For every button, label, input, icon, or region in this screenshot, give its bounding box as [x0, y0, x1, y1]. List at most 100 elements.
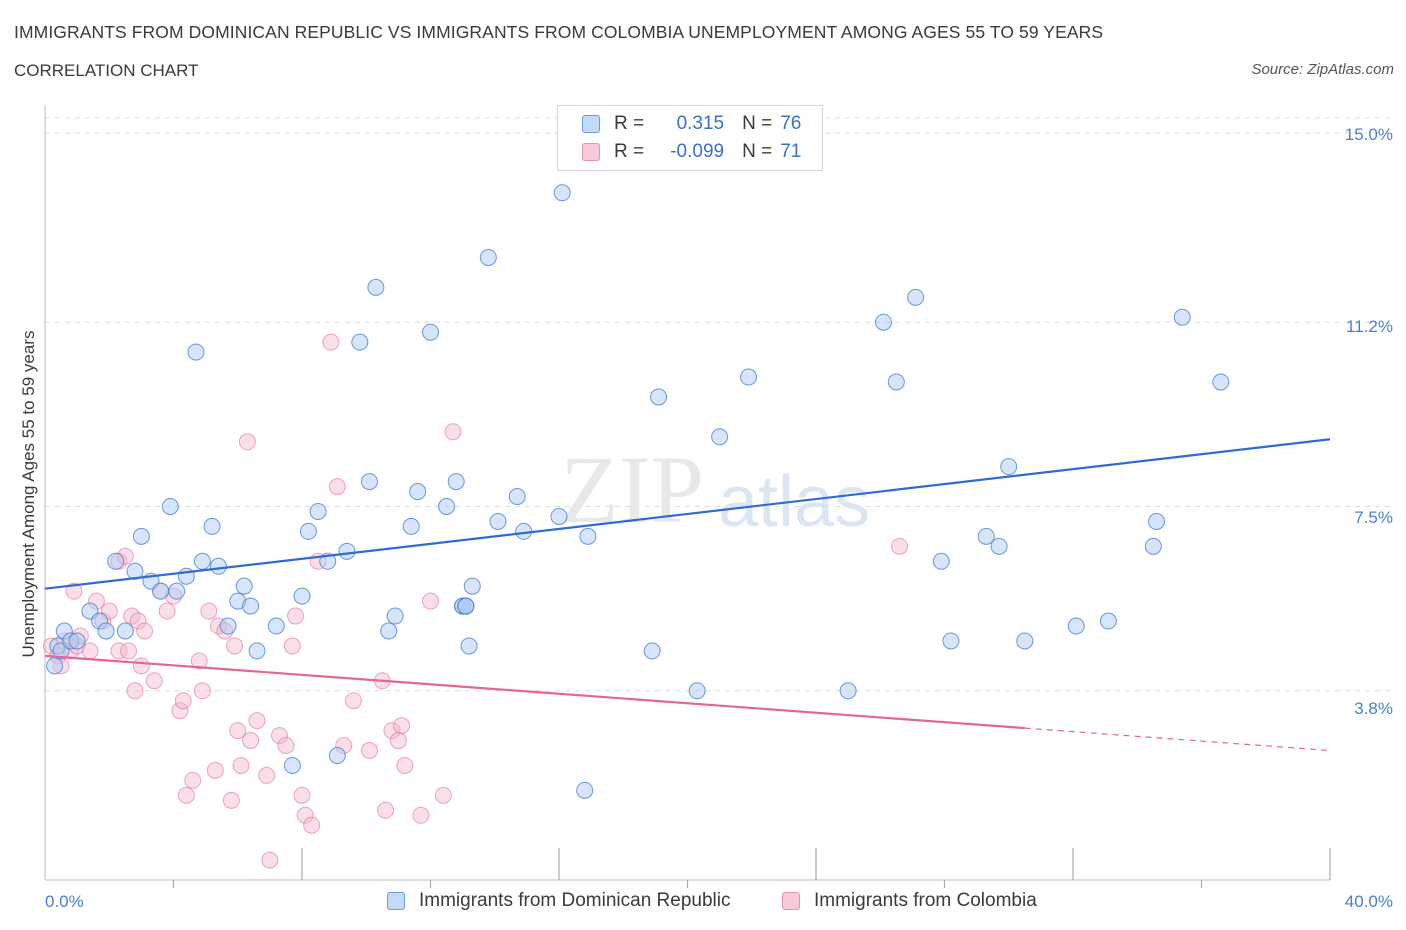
colombia-point-67 — [891, 537, 909, 555]
dominican-point-22 — [219, 617, 237, 635]
colombia-point-65 — [434, 786, 452, 804]
dominican-point-56 — [550, 507, 568, 525]
dominican-point-72 — [990, 537, 1008, 555]
bottom-legend-swatch-blue — [387, 892, 405, 910]
colombia-point-5 — [65, 582, 83, 600]
dominican-point-58 — [579, 527, 597, 545]
trend-line-colombia — [44, 654, 1025, 730]
y-tick-label-11.2: 11.2% — [1346, 317, 1393, 336]
legend-r-label: R = — [614, 141, 645, 162]
colombia-point-63 — [412, 806, 430, 824]
colombia-point-35 — [222, 791, 240, 809]
bottom-legend-swatch-pink — [782, 892, 800, 910]
colombia-point-62 — [396, 756, 414, 774]
colombia-point-20 — [136, 622, 154, 640]
colombia-point-64 — [422, 592, 439, 610]
y-tick-label-7.5: 7.5% — [1354, 508, 1393, 527]
trend-lines — [44, 438, 1331, 752]
dominican-point-61 — [650, 388, 668, 406]
y-axis-label: Unemployment Among Ages 55 to 59 years — [19, 331, 38, 658]
dominican-point-19 — [193, 552, 211, 570]
colombia-point-12 — [110, 642, 128, 660]
dominican-point-8 — [97, 622, 115, 640]
dominican-point-5 — [68, 632, 86, 650]
dominican-point-21 — [209, 557, 227, 575]
dominican-point-26 — [248, 642, 266, 660]
colombia-point-48 — [293, 786, 311, 804]
axes — [44, 105, 1331, 888]
dominican-point-12 — [132, 527, 150, 545]
colombia-point-53 — [328, 478, 346, 496]
bottom-legend-dominican: Immigrants from Dominican Republic — [387, 888, 731, 914]
dominican-point-74 — [1016, 632, 1034, 650]
dominican-point-9 — [107, 552, 125, 570]
colombia-point-43 — [261, 851, 279, 869]
dominican-point-10 — [116, 622, 134, 640]
dominican-point-76 — [1099, 612, 1117, 630]
colombia-point-28 — [184, 771, 202, 789]
dominican-point-34 — [338, 542, 356, 560]
dominican-point-42 — [422, 323, 439, 341]
dominican-point-14 — [152, 582, 170, 600]
dominican-point-31 — [309, 502, 327, 520]
stats-legend: R = 0.315 N = 76 R = -0.099 N = 71 — [557, 105, 823, 171]
bottom-legend-label-dominican: Immigrants from Dominican Republic — [419, 890, 731, 911]
dominican-point-18 — [187, 343, 205, 361]
dominican-point-79 — [1173, 308, 1191, 326]
dominican-point-37 — [367, 278, 385, 296]
colombia-point-37 — [229, 722, 247, 740]
dominican-point-25 — [242, 597, 260, 615]
dominican-point-65 — [839, 682, 857, 700]
dominican-point-39 — [386, 607, 404, 625]
dominican-point-70 — [942, 632, 960, 650]
dominican-point-71 — [977, 527, 995, 545]
chart-title: IMMIGRANTS FROM DOMINICAN REPUBLIC VS IM… — [14, 22, 1104, 42]
colombia-point-40 — [242, 732, 260, 750]
colombia-point-55 — [344, 692, 362, 710]
dominican-point-51 — [463, 577, 481, 595]
colombia-point-36 — [226, 637, 244, 655]
colombia-point-58 — [377, 801, 395, 819]
colombia-point-47 — [287, 607, 305, 625]
dominican-point-20 — [203, 517, 221, 535]
dominican-point-28 — [283, 756, 301, 774]
series-dominican-points — [46, 184, 1230, 799]
axis-labels: 0.0% 40.0% 3.8% 7.5% 11.2% 15.0% Unemplo… — [19, 125, 1393, 911]
colombia-point-19 — [132, 657, 150, 675]
dominican-point-52 — [479, 249, 497, 266]
dominican-point-69 — [932, 552, 950, 570]
series-colombia-points — [42, 333, 909, 869]
dominican-point-78 — [1148, 512, 1166, 530]
dominican-point-36 — [360, 473, 378, 491]
colombia-point-44 — [271, 727, 289, 745]
legend-swatch-blue — [582, 115, 600, 133]
colombia-point-38 — [232, 756, 250, 774]
dominican-point-75 — [1067, 617, 1085, 635]
colombia-point-45 — [277, 737, 295, 755]
legend-row-colombia: R = -0.099 N = 71 — [582, 139, 801, 165]
dominican-point-40 — [402, 517, 420, 535]
dominican-point-27 — [267, 617, 285, 635]
legend-n-value-dominican: 76 — [780, 113, 802, 134]
trend-line-dominican — [44, 438, 1331, 590]
dominican-point-16 — [168, 582, 186, 600]
colombia-point-66 — [444, 423, 462, 441]
dominican-point-30 — [299, 522, 317, 540]
dominican-point-35 — [351, 333, 369, 351]
dominican-point-64 — [740, 368, 758, 386]
colombia-point-27 — [177, 786, 195, 804]
colombia-point-26 — [174, 692, 192, 710]
dominican-point-59 — [576, 781, 594, 799]
legend-n-label: N = — [742, 141, 773, 162]
colombia-point-61 — [393, 717, 411, 735]
colombia-point-50 — [303, 816, 321, 834]
colombia-point-39 — [238, 433, 256, 451]
dominican-point-60 — [643, 642, 661, 660]
dominican-point-73 — [1000, 458, 1018, 476]
colombia-point-56 — [360, 742, 378, 760]
legend-n-value-colombia: 71 — [780, 141, 802, 162]
dominican-point-66 — [874, 313, 892, 331]
legend-row-dominican: R = 0.315 N = 76 — [582, 111, 801, 137]
legend-r-value-colombia: -0.099 — [670, 141, 725, 162]
colombia-point-41 — [248, 712, 266, 730]
